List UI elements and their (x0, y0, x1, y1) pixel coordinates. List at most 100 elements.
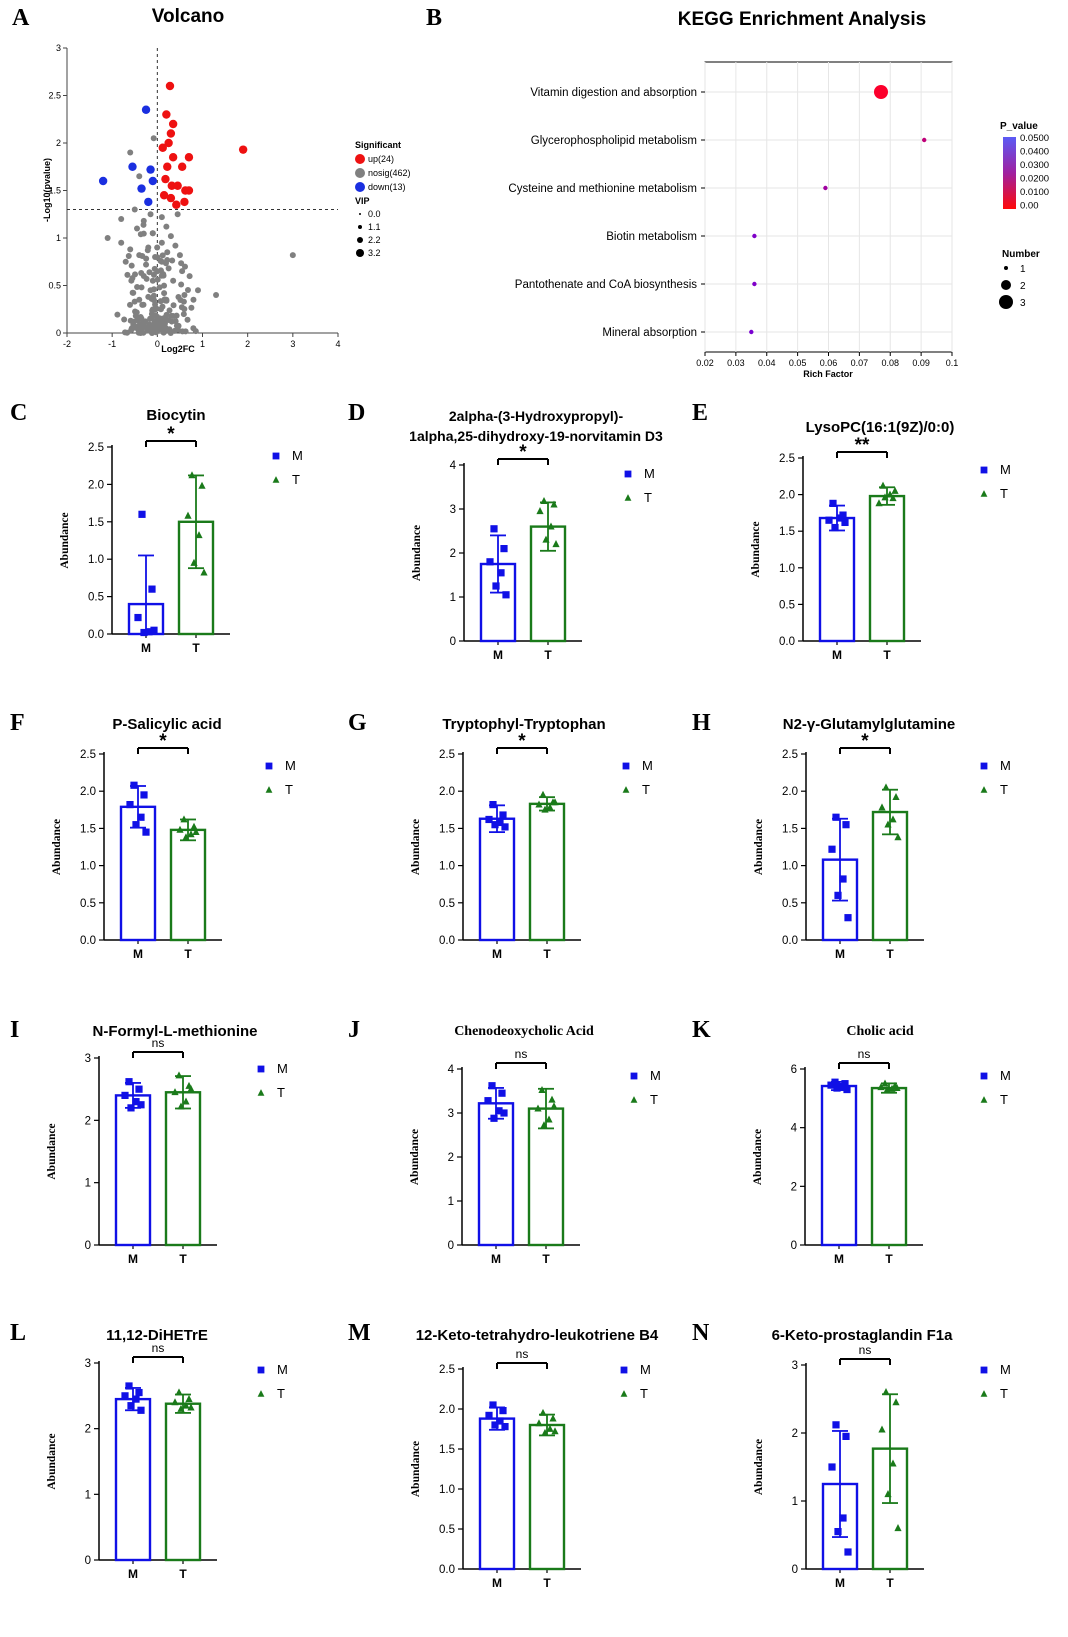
data-point-T (894, 833, 902, 841)
legend-label: T (650, 1092, 658, 1107)
legend-swatch (355, 182, 365, 192)
pathway-label: Cysteine and methionine metabolism (508, 183, 697, 195)
legend-label: T (277, 1386, 285, 1401)
data-point-T (190, 822, 198, 830)
panel-d-bar: D 2alpha-(3-Hydroxypropyl)- 1alpha,25-dihy… (348, 400, 663, 662)
legend-label: T (1000, 1092, 1008, 1107)
x-tick-label: 0.07 (851, 358, 869, 368)
y-tick-label: 2 (56, 138, 61, 148)
panel-h-bar: H N2-γ-Glutamylglutamine 0.0 0.5 1.0 1.5 2.0 2.… (692, 710, 1011, 961)
data-point-M (833, 1084, 841, 1092)
data-point-M (834, 1528, 842, 1536)
data-point-nosig (130, 289, 137, 296)
data-point-up (158, 143, 167, 152)
x-tick-label: 0.04 (758, 358, 776, 368)
data-point-T (546, 1424, 554, 1432)
legend-swatch-T (980, 1096, 988, 1103)
data-point-nosig (173, 312, 180, 319)
y-tick-label: 0 (450, 636, 456, 648)
data-point-M (137, 1406, 145, 1414)
y-axis-label: Abundance (750, 521, 762, 577)
data-point-M (126, 800, 134, 809)
data-point-nosig (176, 252, 183, 259)
legend-swatch-T (265, 786, 273, 793)
data-point-M (496, 1417, 504, 1425)
panel-a-volcano: A Volcano 0 0.5 1 1.5 2 2.5 3 -2 -1 0 1 2 3 4 Log2FC -Log… (12, 5, 411, 354)
data-point-nosig (168, 312, 175, 319)
data-point-nosig (139, 252, 146, 259)
data-point-nosig (180, 298, 187, 305)
x-tick-label: M (834, 1252, 844, 1266)
y-tick-label: 1 (448, 1196, 454, 1208)
y-tick-label: 1.5 (439, 1444, 455, 1456)
data-point-nosig (149, 329, 156, 336)
data-point-nosig (194, 287, 201, 294)
x-axis-label: Log2FC (161, 344, 195, 354)
data-point-M (132, 821, 140, 829)
data-point-M (500, 545, 508, 553)
data-point-nosig (148, 295, 155, 302)
panel-letter: J (348, 1017, 360, 1043)
legend-label: T (1000, 486, 1008, 501)
data-point-up (172, 200, 181, 209)
legend: MT (257, 1061, 288, 1100)
chart-title: 6-Keto-prostaglandin F1a (772, 1327, 954, 1344)
data-point-nosig (154, 244, 161, 251)
data-point-T (551, 798, 559, 806)
significance-bracket: ns (496, 1347, 548, 1369)
data-point-T (177, 1404, 185, 1412)
y-tick-label: 1.5 (80, 823, 96, 835)
data-point-T (175, 1071, 183, 1079)
y-tick-label: 0 (448, 1240, 454, 1252)
data-point-nosig (134, 225, 141, 232)
panel-g-bar: G Tryptophyl-Tryptophan 0.0 0.5 1.0 1.5 2.0 2.5… (348, 710, 653, 961)
significance-bracket: ns (495, 1047, 547, 1069)
data-point-M (831, 523, 839, 532)
pathway-label: Vitamin digestion and absorption (530, 87, 697, 99)
legend-swatch-T (622, 786, 630, 793)
data-point-up (184, 153, 194, 162)
data-point-M (484, 1097, 492, 1105)
y-tick-label: 2 (85, 1115, 91, 1127)
data-point-T (539, 1408, 547, 1416)
legend-size-marker (999, 295, 1013, 309)
y-tick-label: 1.0 (439, 861, 455, 873)
y-tick-label: 2.0 (782, 786, 798, 798)
x-tick-label: 0.05 (789, 358, 807, 368)
data-point-nosig (139, 324, 146, 331)
data-point-T (884, 820, 892, 828)
bar-T (870, 1086, 908, 1247)
legend: MT (257, 1362, 288, 1401)
y-tick-label: 3 (792, 1360, 798, 1372)
legend-label: M (1000, 1362, 1011, 1377)
x-tick-label: T (885, 1252, 893, 1266)
legend-swatch-M (980, 466, 988, 474)
chart-title: LysoPC(16:1(9Z)/0:0) (806, 419, 955, 436)
x-tick-label: 0.02 (696, 358, 714, 368)
data-point-nosig (154, 276, 161, 283)
data-point-M (844, 1548, 852, 1556)
data-point-nosig (151, 286, 158, 293)
x-tick-label: M (832, 648, 842, 662)
data-point-T (182, 833, 190, 841)
data-point-nosig (134, 323, 141, 330)
data-point-nosig (289, 252, 296, 259)
data-point-nosig (161, 314, 168, 321)
y-axis-label: Abundance (46, 1123, 58, 1179)
data-point-nosig (184, 316, 191, 323)
data-point-nosig (181, 305, 188, 312)
y-tick-label: 1 (56, 233, 61, 243)
y-tick-label: 0 (85, 1555, 91, 1567)
legend-label: T (644, 490, 652, 505)
data-point-nosig (127, 301, 134, 308)
data-point-T (879, 481, 887, 489)
significance-bracket: * (497, 442, 549, 465)
chart-title: N2-γ-Glutamylglutamine (783, 716, 956, 733)
bar-T (164, 1402, 202, 1562)
data-point-T (875, 499, 883, 507)
data-point-nosig (161, 290, 168, 297)
legend-label: M (644, 466, 655, 481)
legend-label: 3 (1020, 298, 1026, 309)
pathway-label: Glycerophospholipid metabolism (531, 135, 697, 147)
